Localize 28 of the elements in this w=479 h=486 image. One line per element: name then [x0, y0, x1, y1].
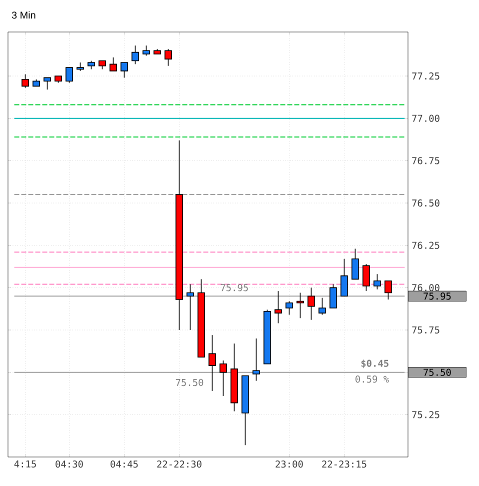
y-tick-label: 76.00	[412, 284, 440, 292]
candlestick	[176, 140, 183, 330]
annotation: 75.95	[220, 284, 248, 292]
ref-line-label: 75.95	[424, 292, 451, 300]
candlestick	[208, 334, 216, 392]
chart-title: 3 Min	[12, 11, 36, 19]
x-tick-label: 23:00	[276, 460, 303, 468]
x-tick-label: 4:15	[14, 460, 36, 468]
candlestick	[198, 278, 205, 358]
candlestick	[274, 290, 282, 324]
candlestick	[242, 375, 249, 446]
annotation: 0.59 %	[356, 376, 389, 383]
candlestick	[340, 258, 348, 297]
annotation: 75.50	[176, 378, 204, 386]
y-tick-label: 77.25	[412, 72, 440, 80]
candlestick	[352, 248, 359, 280]
x-tick-label: 04:45	[110, 460, 138, 468]
y-tick-label: 76.25	[412, 242, 440, 249]
x-tick-label: 22-22:30	[157, 460, 202, 468]
y-tick-label: 76.75	[412, 157, 440, 164]
y-tick-label: 76.50	[412, 199, 440, 207]
annotation: $0.45	[361, 360, 388, 368]
y-tick-label: 75.25	[412, 411, 440, 418]
ref-line-label: 75.50	[424, 368, 451, 376]
x-tick-label: 04:30	[56, 460, 83, 468]
x-tick-label: 22-23:15	[322, 460, 366, 468]
y-tick-label: 77.00	[412, 114, 440, 122]
y-tick-label: 75.75	[412, 326, 440, 334]
